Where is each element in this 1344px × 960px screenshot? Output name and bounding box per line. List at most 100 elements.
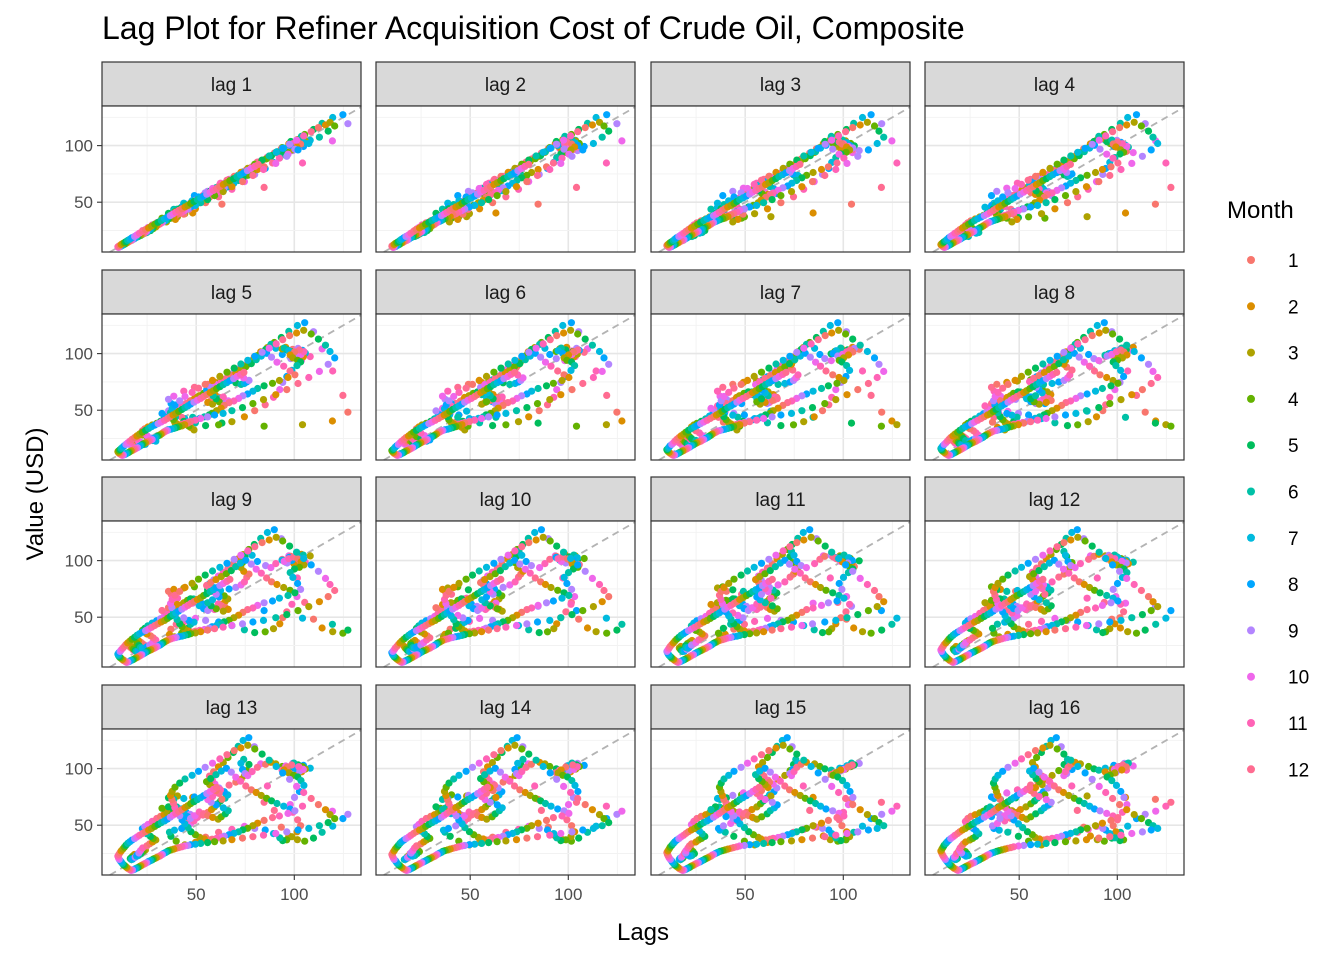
data-point-month-12 xyxy=(1114,159,1122,167)
data-point-month-6 xyxy=(208,567,217,575)
data-point-month-7 xyxy=(809,387,817,395)
data-point-month-4 xyxy=(249,400,257,408)
data-point-month-10 xyxy=(888,137,896,145)
data-point-month-8 xyxy=(603,111,611,119)
data-point-month-9 xyxy=(1031,555,1040,563)
facet-strip-label: lag 3 xyxy=(760,75,801,96)
data-point-month-8 xyxy=(1109,561,1117,569)
data-point-month-4 xyxy=(867,629,875,637)
data-point-month-7 xyxy=(1074,148,1082,156)
data-point-month-6 xyxy=(1098,384,1106,393)
data-point-month-3 xyxy=(592,628,600,636)
facet-panel-lag-9: lag 9 xyxy=(101,476,362,668)
data-point-month-9 xyxy=(808,620,817,628)
data-point-month-6 xyxy=(598,133,606,141)
data-point-month-8 xyxy=(1106,618,1114,626)
data-point-month-2 xyxy=(557,391,565,399)
data-point-month-11 xyxy=(1117,165,1125,174)
data-point-month-2 xyxy=(534,165,542,174)
data-point-month-11 xyxy=(502,623,510,631)
data-point-month-8 xyxy=(1147,146,1155,154)
data-point-month-4 xyxy=(268,379,277,387)
data-point-month-3 xyxy=(550,625,558,633)
data-point-month-11 xyxy=(858,367,867,375)
data-point-month-6 xyxy=(1095,548,1103,556)
facet-panel-lag-2: lag 2 xyxy=(375,61,636,253)
data-point-month-8 xyxy=(600,354,608,362)
data-point-month-9 xyxy=(286,775,294,783)
data-point-month-4 xyxy=(730,575,738,583)
facet-strip xyxy=(101,61,362,107)
data-point-month-3 xyxy=(893,421,901,429)
data-point-month-10 xyxy=(843,159,851,167)
data-point-month-12 xyxy=(782,368,790,376)
data-point-month-12 xyxy=(730,384,738,392)
panel-border xyxy=(924,105,1185,253)
facet-strip-label: lag 12 xyxy=(1029,490,1081,511)
data-point-month-9 xyxy=(765,555,773,563)
data-point-month-11 xyxy=(1034,416,1042,424)
data-point-month-2 xyxy=(328,417,336,425)
data-point-month-11 xyxy=(751,617,759,626)
data-point-month-2 xyxy=(880,598,888,606)
data-point-month-8 xyxy=(1132,111,1141,119)
data-point-month-5 xyxy=(251,629,259,637)
data-point-month-4 xyxy=(1027,630,1035,638)
data-point-month-3 xyxy=(244,741,252,749)
data-point-month-4 xyxy=(462,575,470,583)
data-point-month-12 xyxy=(719,383,727,391)
data-point-month-2 xyxy=(1128,391,1136,399)
data-point-month-3 xyxy=(219,837,227,845)
data-point-month-8 xyxy=(194,767,203,775)
data-point-month-9 xyxy=(1107,599,1115,607)
data-point-month-5 xyxy=(468,571,477,579)
data-point-month-1 xyxy=(1051,626,1059,634)
data-point-month-3 xyxy=(1083,213,1091,221)
data-point-month-11 xyxy=(1162,159,1170,167)
data-point-month-5 xyxy=(1031,364,1040,372)
data-point-month-9 xyxy=(605,360,613,368)
data-point-month-4 xyxy=(1106,400,1114,408)
data-point-month-10 xyxy=(208,759,217,767)
data-point-month-11 xyxy=(1130,580,1138,589)
data-point-month-4 xyxy=(814,537,822,545)
data-point-month-2 xyxy=(1121,209,1130,217)
data-point-month-7 xyxy=(511,356,519,364)
data-point-month-7 xyxy=(280,802,288,810)
data-point-month-11 xyxy=(1083,594,1091,602)
facet-strip-label: lag 7 xyxy=(760,283,801,304)
data-point-month-3 xyxy=(228,418,236,426)
data-point-month-9 xyxy=(291,807,299,815)
data-point-month-2 xyxy=(843,391,851,399)
data-point-month-12 xyxy=(870,586,879,595)
data-point-month-1 xyxy=(737,380,745,388)
data-point-month-8 xyxy=(171,401,179,409)
data-point-month-4 xyxy=(877,422,886,430)
data-point-month-6 xyxy=(843,614,851,622)
data-point-month-8 xyxy=(777,411,785,419)
data-point-month-10 xyxy=(237,551,245,559)
data-point-month-9 xyxy=(613,120,621,128)
data-point-month-2 xyxy=(181,583,189,592)
facet-strip-label: lag 9 xyxy=(211,490,252,511)
data-point-month-9 xyxy=(855,147,863,155)
data-point-month-1 xyxy=(1095,178,1103,186)
data-point-month-1 xyxy=(523,178,531,186)
data-point-month-2 xyxy=(228,836,236,844)
data-point-month-10 xyxy=(504,551,512,559)
data-point-month-7 xyxy=(1091,387,1100,395)
facet-strip-label: lag 5 xyxy=(211,283,252,304)
data-point-month-11 xyxy=(592,367,600,375)
data-point-month-4 xyxy=(603,629,611,637)
data-point-month-6 xyxy=(880,133,888,141)
data-point-month-4 xyxy=(574,330,582,338)
data-point-month-3 xyxy=(502,188,510,196)
data-point-month-4 xyxy=(1109,330,1117,338)
data-point-month-2 xyxy=(560,329,568,337)
data-point-month-9 xyxy=(201,763,209,771)
data-point-month-5 xyxy=(818,629,827,637)
data-point-month-12 xyxy=(158,606,166,615)
data-point-month-12 xyxy=(339,391,347,399)
data-point-month-9 xyxy=(821,140,829,148)
lag-points xyxy=(388,111,626,251)
